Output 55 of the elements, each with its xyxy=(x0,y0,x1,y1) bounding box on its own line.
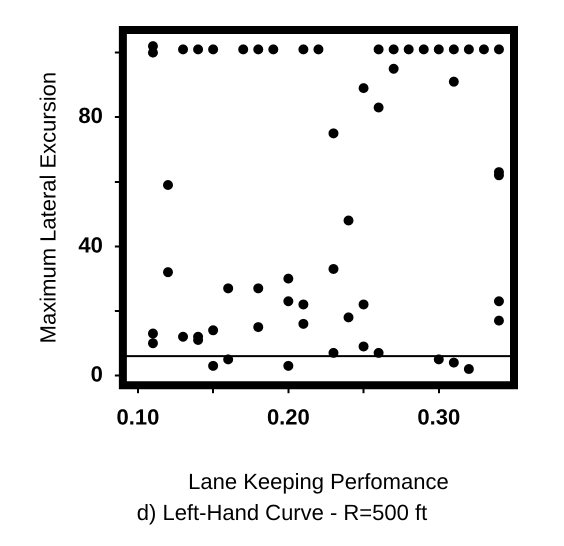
point xyxy=(358,341,369,352)
y-tick-label: 0 xyxy=(90,362,103,387)
point xyxy=(163,267,173,278)
point xyxy=(464,44,474,54)
point xyxy=(344,216,354,226)
point xyxy=(208,360,218,371)
point xyxy=(448,76,459,87)
point xyxy=(268,44,278,54)
point xyxy=(464,364,474,374)
point xyxy=(178,332,188,342)
point xyxy=(478,44,489,54)
point xyxy=(298,44,308,54)
point xyxy=(448,44,459,54)
point xyxy=(388,64,399,74)
point xyxy=(374,102,384,112)
point xyxy=(358,299,369,310)
point xyxy=(374,44,384,54)
point xyxy=(494,296,504,306)
y-axis-title: Maximum Lateral Excursion xyxy=(35,72,60,344)
point xyxy=(494,44,504,54)
y-tick-label: 80 xyxy=(78,103,103,128)
x-tick-label: 0.30 xyxy=(417,404,460,430)
point xyxy=(494,316,504,326)
point xyxy=(328,264,338,274)
x-axis-title: Lane Keeping Perfomance xyxy=(188,468,449,494)
point xyxy=(344,312,354,322)
point xyxy=(448,358,459,368)
point xyxy=(298,299,308,310)
point xyxy=(283,274,294,284)
point xyxy=(253,322,264,332)
point xyxy=(253,283,264,294)
point xyxy=(328,128,338,138)
y-tick-label: 40 xyxy=(78,232,103,258)
point xyxy=(223,283,234,294)
point xyxy=(283,296,294,306)
point xyxy=(298,318,308,329)
point xyxy=(313,44,324,54)
x-tick-label: 0.10 xyxy=(116,404,160,430)
point xyxy=(404,44,414,54)
text: d) Left-Hand Curve - R=500 ft xyxy=(136,500,428,526)
point xyxy=(418,44,429,54)
point xyxy=(208,325,218,336)
point xyxy=(163,180,173,190)
point xyxy=(253,44,264,54)
point xyxy=(193,44,204,54)
point xyxy=(358,83,369,94)
point xyxy=(208,44,218,54)
point xyxy=(434,44,444,54)
point xyxy=(178,44,188,54)
point xyxy=(148,328,158,339)
point xyxy=(388,44,399,54)
point xyxy=(283,360,294,371)
point xyxy=(148,338,158,348)
x-tick-label: 0.20 xyxy=(266,404,310,430)
point xyxy=(238,44,248,54)
